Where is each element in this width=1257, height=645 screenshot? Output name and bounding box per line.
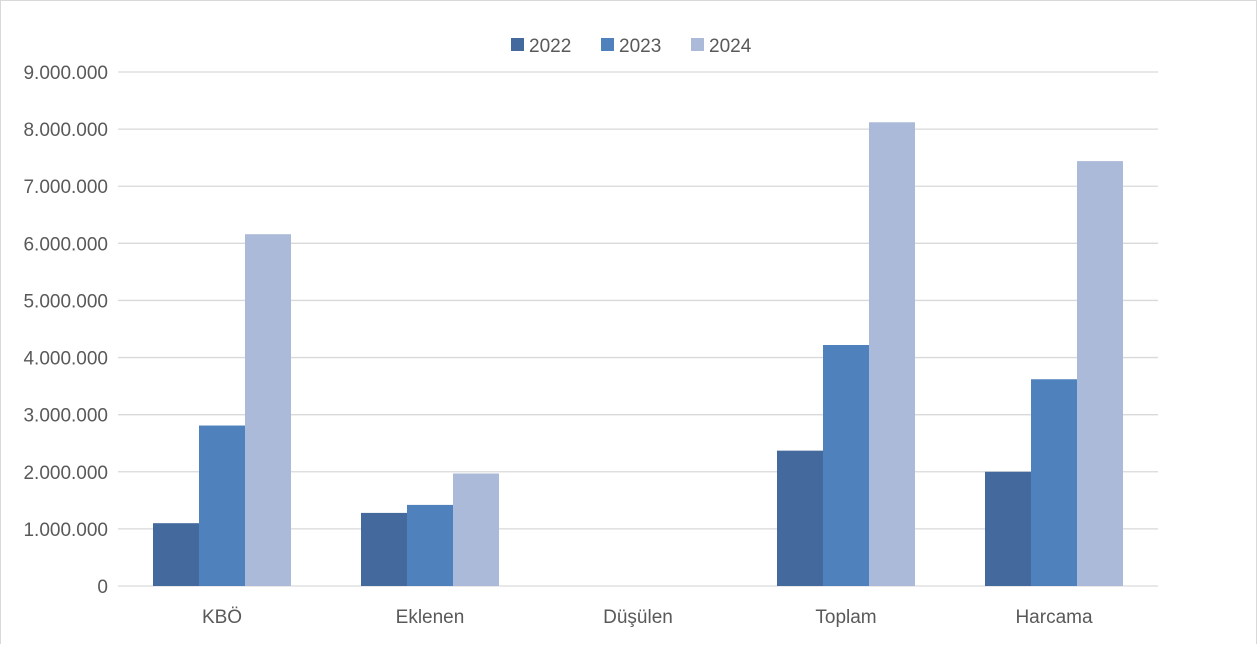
category-label: Toplam — [815, 607, 876, 628]
bar-2024-3 — [869, 122, 915, 586]
bar-2024-1 — [453, 473, 499, 586]
legend-swatch-2022 — [511, 38, 524, 51]
bars — [153, 122, 1123, 587]
category-label: Düşülen — [603, 607, 673, 628]
y-tick-label: 5.000.000 — [23, 291, 108, 312]
legend-label: 2023 — [619, 36, 661, 57]
bar-2023-1 — [407, 504, 453, 586]
bar-2023-4 — [1031, 379, 1077, 586]
bar-2024-4 — [1077, 161, 1123, 587]
y-tick-label: 0 — [97, 577, 108, 598]
category-label: Harcama — [1015, 607, 1093, 628]
bar-2023-3 — [823, 344, 869, 586]
y-tick-label: 6.000.000 — [23, 234, 108, 255]
bar-2022-3 — [777, 450, 823, 586]
y-tick-label: 8.000.000 — [23, 120, 108, 141]
bar-2022-4 — [985, 471, 1031, 586]
legend-label: 2022 — [529, 36, 571, 57]
y-axis-tick-labels: 0 1.000.000 2.000.000 3.000.000 4.000.000 5.0… — [23, 63, 108, 598]
y-tick-label: 3.000.000 — [23, 406, 108, 427]
y-tick-label: 9.000.000 — [23, 63, 108, 84]
y-tick-label: 1.000.000 — [23, 520, 108, 541]
gridlines — [118, 71, 1158, 587]
x-axis-category-labels: KBÖ Eklenen Düşülen Toplam Harcama — [202, 607, 1093, 628]
category-label: KBÖ — [202, 607, 242, 628]
bar-2022-1 — [361, 512, 407, 586]
bar-2023-0 — [199, 425, 245, 586]
category-label: Eklenen — [396, 607, 465, 628]
legend: 2022 2023 2024 — [511, 36, 752, 57]
legend-label: 2024 — [709, 36, 752, 57]
y-tick-label: 7.000.000 — [23, 177, 108, 198]
bar-2022-0 — [153, 523, 199, 586]
legend-swatch-2023 — [601, 38, 614, 51]
legend-swatch-2024 — [691, 38, 704, 51]
bar-2024-0 — [245, 234, 291, 586]
y-tick-label: 4.000.000 — [23, 349, 108, 370]
y-tick-label: 2.000.000 — [23, 463, 108, 484]
